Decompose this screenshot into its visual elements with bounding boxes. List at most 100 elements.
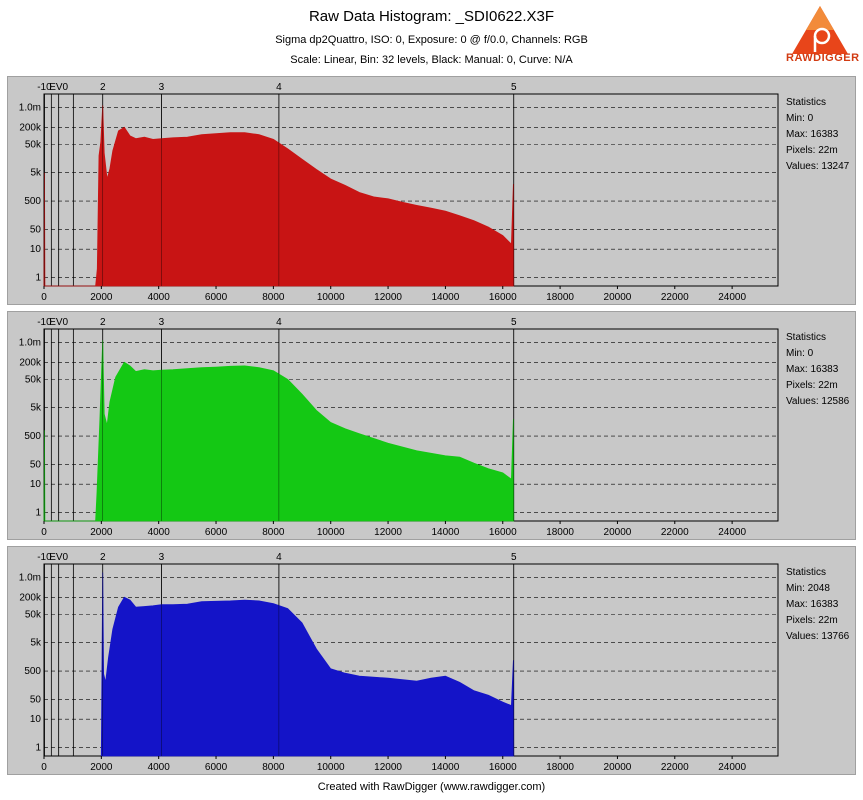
ev-label: EV0 bbox=[49, 82, 68, 93]
red-channel-panel: 1.0m 200k 50k 5k 500 50 10 1 -10 EV0 2 3 4 5 0 2000 4000… bbox=[7, 76, 856, 305]
ev-label: 4 bbox=[276, 82, 282, 93]
x-tick-label: 6000 bbox=[205, 292, 228, 303]
x-tick-label: 24000 bbox=[718, 292, 746, 303]
blue-histogram-area bbox=[100, 572, 515, 757]
x-tick-label: 8000 bbox=[262, 762, 285, 773]
x-tick-label: 8000 bbox=[262, 527, 285, 538]
ev-label: 2 bbox=[100, 317, 106, 328]
stats-values: Values: 13766 bbox=[786, 631, 850, 642]
x-tick-label: 22000 bbox=[661, 292, 689, 303]
y-tick-label: 10 bbox=[30, 479, 42, 490]
green-statistics: Statistics Min: 0 Max: 16383 Pixels: 22m… bbox=[786, 330, 849, 410]
x-tick-label: 20000 bbox=[604, 527, 632, 538]
blue-channel-panel: 1.0m 200k 50k 5k 500 50 10 1 -10 EV0 2 3 4 5 0 2000 4000… bbox=[7, 546, 856, 775]
stats-max: Max: 16383 bbox=[786, 129, 839, 140]
x-tick-label: 0 bbox=[41, 292, 47, 303]
blue-statistics: Statistics Min: 2048 Max: 16383 Pixels: … bbox=[786, 565, 849, 645]
green-channel-panel: 1.0m 200k 50k 5k 500 50 10 1 -10 EV0 2 3 4 5 0 2000 4000… bbox=[7, 311, 856, 540]
x-tick-label: 14000 bbox=[432, 292, 460, 303]
ev-label: EV0 bbox=[49, 317, 68, 328]
x-tick-label: 24000 bbox=[718, 527, 746, 538]
ev-label: 4 bbox=[276, 317, 282, 328]
x-tick-label: 12000 bbox=[374, 762, 402, 773]
x-tick-label: 10000 bbox=[317, 762, 345, 773]
x-tick-label: 8000 bbox=[262, 292, 285, 303]
x-tick-label: 16000 bbox=[489, 527, 517, 538]
x-tick-label: 14000 bbox=[432, 762, 460, 773]
x-tick-label: 0 bbox=[41, 527, 47, 538]
y-tick-label: 500 bbox=[24, 196, 41, 207]
stats-title: Statistics bbox=[786, 97, 827, 108]
x-tick-label: 0 bbox=[41, 762, 47, 773]
x-tick-label: 22000 bbox=[661, 762, 689, 773]
ev-label: -10 bbox=[37, 82, 52, 93]
ev-label: 3 bbox=[159, 82, 165, 93]
y-tick-label: 500 bbox=[24, 431, 41, 442]
y-tick-label: 50k bbox=[25, 374, 42, 385]
red-statistics: Statistics Min: 0 Max: 16383 Pixels: 22m… bbox=[786, 95, 849, 175]
x-tick-label: 12000 bbox=[374, 527, 402, 538]
stats-values: Values: 12586 bbox=[786, 396, 850, 407]
stats-min: Min: 2048 bbox=[786, 583, 830, 594]
ev-label: 4 bbox=[276, 552, 282, 563]
y-tick-label: 50 bbox=[30, 694, 42, 705]
ev-label: 3 bbox=[159, 317, 165, 328]
stats-max: Max: 16383 bbox=[786, 599, 839, 610]
camera-info-subtitle: Sigma dp2Quattro, ISO: 0, Exposure: 0 @ … bbox=[275, 34, 588, 46]
stats-pixels: Pixels: 22m bbox=[786, 615, 838, 626]
x-tick-label: 4000 bbox=[148, 527, 171, 538]
x-tick-label: 4000 bbox=[148, 762, 171, 773]
x-tick-label: 16000 bbox=[489, 762, 517, 773]
stats-pixels: Pixels: 22m bbox=[786, 145, 838, 156]
ev-label: -10 bbox=[37, 552, 52, 563]
y-tick-label: 200k bbox=[19, 592, 42, 603]
ev-label: 5 bbox=[511, 317, 517, 328]
stats-title: Statistics bbox=[786, 332, 827, 343]
x-tick-label: 4000 bbox=[148, 292, 171, 303]
y-tick-label: 1.0m bbox=[19, 338, 41, 349]
ev-label: 2 bbox=[100, 82, 106, 93]
x-tick-label: 14000 bbox=[432, 527, 460, 538]
x-tick-label: 20000 bbox=[604, 762, 632, 773]
x-tick-label: 10000 bbox=[317, 527, 345, 538]
y-tick-label: 50k bbox=[25, 609, 42, 620]
y-tick-label: 5k bbox=[30, 638, 42, 649]
ev-label: 5 bbox=[511, 552, 517, 563]
y-tick-label: 10 bbox=[30, 714, 42, 725]
x-tick-label: 2000 bbox=[90, 292, 113, 303]
y-tick-label: 500 bbox=[24, 666, 41, 677]
y-tick-label: 200k bbox=[19, 357, 42, 368]
y-tick-label: 50 bbox=[30, 224, 42, 235]
stats-min: Min: 0 bbox=[786, 348, 814, 359]
x-tick-label: 18000 bbox=[546, 762, 574, 773]
y-tick-label: 1.0m bbox=[19, 573, 41, 584]
ev-label: 3 bbox=[159, 552, 165, 563]
x-tick-label: 22000 bbox=[661, 527, 689, 538]
y-tick-label: 1.0m bbox=[19, 103, 41, 114]
rawdigger-logo-text: RAWDIGGER bbox=[786, 52, 860, 64]
rawdigger-logo-icon bbox=[792, 6, 848, 54]
stats-pixels: Pixels: 22m bbox=[786, 380, 838, 391]
x-tick-label: 2000 bbox=[90, 527, 113, 538]
stats-min: Min: 0 bbox=[786, 113, 814, 124]
x-tick-label: 18000 bbox=[546, 527, 574, 538]
x-tick-label: 20000 bbox=[604, 292, 632, 303]
ev-label: -10 bbox=[37, 317, 52, 328]
y-tick-label: 10 bbox=[30, 244, 42, 255]
x-tick-label: 6000 bbox=[205, 762, 228, 773]
stats-title: Statistics bbox=[786, 567, 827, 578]
x-tick-label: 24000 bbox=[718, 762, 746, 773]
x-tick-label: 6000 bbox=[205, 527, 228, 538]
x-tick-label: 10000 bbox=[317, 292, 345, 303]
x-tick-label: 12000 bbox=[374, 292, 402, 303]
stats-max: Max: 16383 bbox=[786, 364, 839, 375]
page-title: Raw Data Histogram: _SDI0622.X3F bbox=[308, 8, 555, 25]
x-tick-label: 18000 bbox=[546, 292, 574, 303]
y-tick-label: 5k bbox=[30, 403, 42, 414]
y-tick-label: 1 bbox=[35, 272, 41, 283]
scale-info-subtitle: Scale: Linear, Bin: 32 levels, Black: Ma… bbox=[290, 54, 573, 66]
ev-label: 2 bbox=[100, 552, 106, 563]
ev-label: 5 bbox=[511, 82, 517, 93]
